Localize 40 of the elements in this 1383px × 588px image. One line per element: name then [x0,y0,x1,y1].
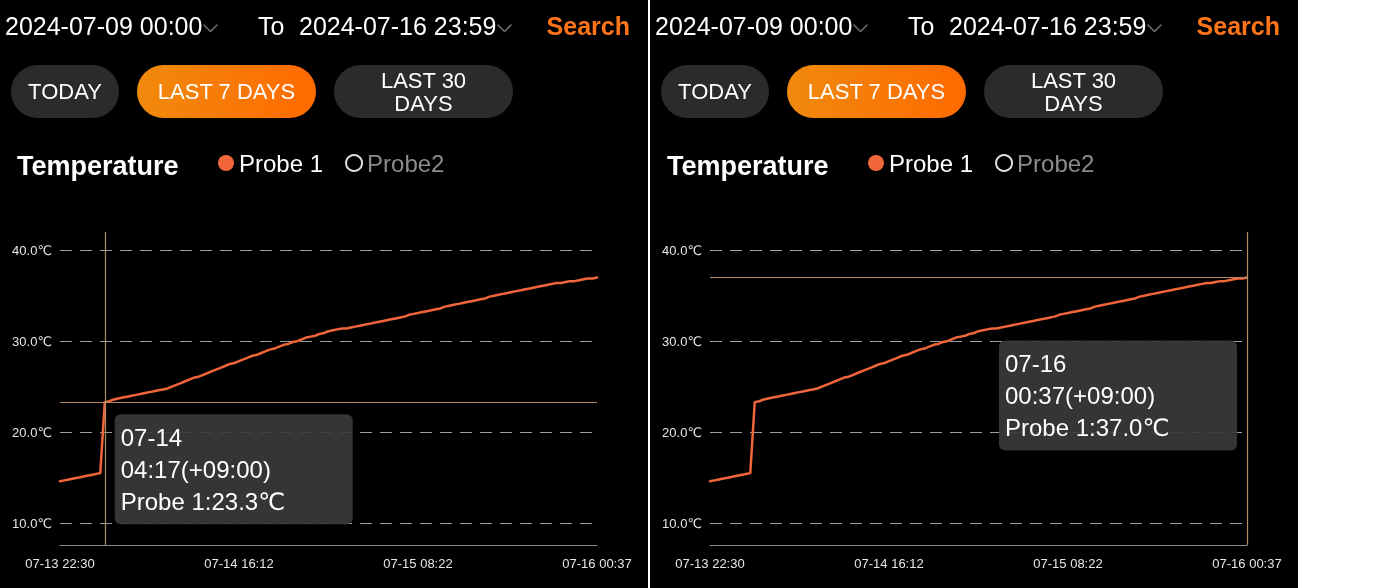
pill-button: LAST 7 DAYS [137,65,316,118]
date-field: 2024-07-16 23:59 [949,11,1163,41]
pill-button: LAST 30 DAYS [984,65,1163,118]
x-tick-label: 07-16 00:37 [1212,556,1282,571]
chart-title: Temperature [667,150,829,181]
line-series [58,276,599,483]
annotation: 07-14 04:17(+09:00) Probe 1:23.3℃ [120,423,286,515]
legend-label: Probe 1 [889,149,974,177]
legend-label: Probe2 [367,149,445,177]
x-tick-label: 07-14 16:12 [204,556,274,571]
text: Search [1196,11,1280,41]
legend-label: Probe2 [1017,149,1095,177]
text: To [908,11,935,41]
y-tick-label: 40.0℃ [12,242,52,258]
x-tick-label: 07-16 00:37 [562,556,632,571]
pill-button: TODAY [11,65,119,118]
date-field: 2024-07-16 23:59 [299,11,513,41]
y-tick-label: 10.0℃ [662,515,702,531]
annotation: 07-16 00:37(+09:00) Probe 1:37.0℃ [1005,349,1170,441]
date-field: 2024-07-09 00:00 [5,11,219,41]
x-tick-label: 07-15 08:22 [383,556,453,571]
pill-button: LAST 7 DAYS [787,65,966,118]
line-series [708,276,1249,483]
text: To [258,11,285,41]
x-tick-label: 07-13 22:30 [675,556,745,571]
legend-label: Probe 1 [239,149,324,177]
chart-title: Temperature [17,150,179,181]
y-tick-label: 20.0℃ [662,424,702,440]
pill-button: TODAY [661,65,769,118]
x-tick-label: 07-14 16:12 [854,556,924,571]
y-tick-label: 10.0℃ [12,515,52,531]
date-field: 2024-07-09 00:00 [655,11,869,41]
y-tick-label: 40.0℃ [662,242,702,258]
text: Search [546,11,630,41]
x-tick-label: 07-15 08:22 [1033,556,1103,571]
y-tick-label: 30.0℃ [662,333,702,349]
y-tick-label: 30.0℃ [12,333,52,349]
y-tick-label: 20.0℃ [12,424,52,440]
pill-button: LAST 30 DAYS [334,65,513,118]
x-tick-label: 07-13 22:30 [25,556,95,571]
